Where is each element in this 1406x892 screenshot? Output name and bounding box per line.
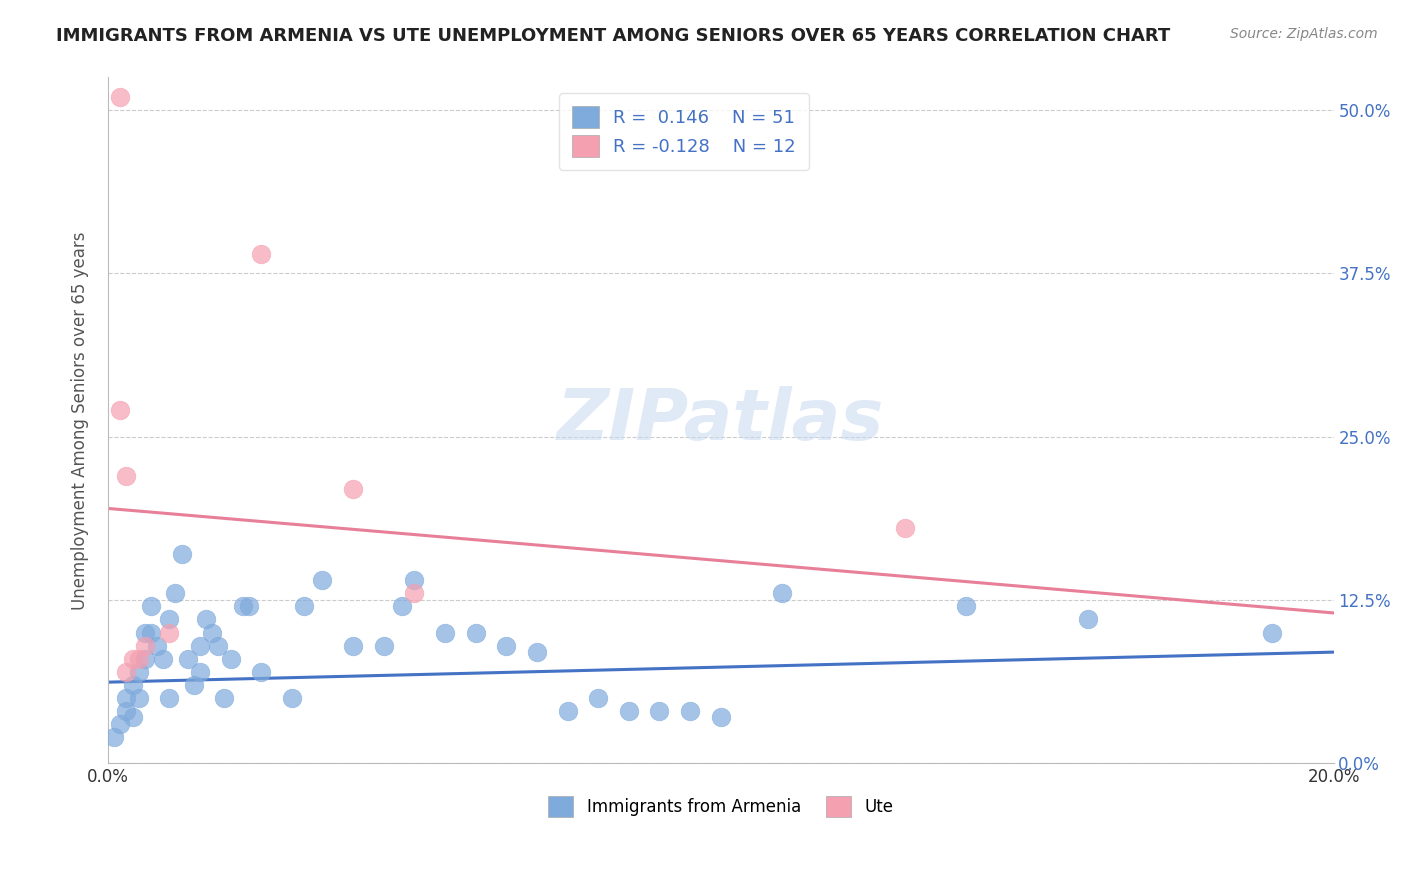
Point bbox=[195, 612, 218, 626]
Point bbox=[391, 599, 413, 614]
Point bbox=[1077, 612, 1099, 626]
Text: ZIPatlas: ZIPatlas bbox=[557, 385, 884, 455]
Point bbox=[250, 246, 273, 260]
Point bbox=[342, 639, 364, 653]
Point bbox=[170, 547, 193, 561]
Point bbox=[139, 625, 162, 640]
Point bbox=[176, 651, 198, 665]
Point bbox=[115, 690, 138, 705]
Point bbox=[404, 586, 426, 600]
Point bbox=[232, 599, 254, 614]
Point bbox=[121, 651, 143, 665]
Point bbox=[146, 639, 169, 653]
Point bbox=[201, 625, 224, 640]
Point bbox=[110, 403, 132, 417]
Point bbox=[121, 710, 143, 724]
Point bbox=[103, 730, 125, 744]
Point bbox=[134, 639, 156, 653]
Point bbox=[648, 704, 671, 718]
Point bbox=[770, 586, 793, 600]
Y-axis label: Unemployment Among Seniors over 65 years: Unemployment Among Seniors over 65 years bbox=[72, 231, 89, 609]
Point bbox=[152, 651, 174, 665]
Point bbox=[617, 704, 640, 718]
Point bbox=[110, 717, 132, 731]
Point bbox=[404, 574, 426, 588]
Point bbox=[557, 704, 579, 718]
Point bbox=[134, 651, 156, 665]
Point bbox=[893, 521, 915, 535]
Point bbox=[1261, 625, 1284, 640]
Point bbox=[292, 599, 315, 614]
Point bbox=[115, 704, 138, 718]
Point bbox=[157, 690, 180, 705]
Point bbox=[434, 625, 457, 640]
Point bbox=[710, 710, 733, 724]
Point bbox=[128, 690, 150, 705]
Point bbox=[188, 639, 211, 653]
Point bbox=[183, 678, 205, 692]
Point bbox=[121, 678, 143, 692]
Point bbox=[238, 599, 260, 614]
Point bbox=[214, 690, 236, 705]
Point bbox=[373, 639, 395, 653]
Point bbox=[115, 665, 138, 679]
Point bbox=[157, 612, 180, 626]
Point bbox=[311, 574, 333, 588]
Point bbox=[110, 90, 132, 104]
Text: IMMIGRANTS FROM ARMENIA VS UTE UNEMPLOYMENT AMONG SENIORS OVER 65 YEARS CORRELAT: IMMIGRANTS FROM ARMENIA VS UTE UNEMPLOYM… bbox=[56, 27, 1170, 45]
Text: Source: ZipAtlas.com: Source: ZipAtlas.com bbox=[1230, 27, 1378, 41]
Point bbox=[165, 586, 187, 600]
Point bbox=[207, 639, 229, 653]
Point bbox=[281, 690, 304, 705]
Point bbox=[495, 639, 517, 653]
Legend: Immigrants from Armenia, Ute: Immigrants from Armenia, Ute bbox=[541, 789, 900, 823]
Point bbox=[128, 665, 150, 679]
Point bbox=[128, 651, 150, 665]
Point bbox=[526, 645, 548, 659]
Point bbox=[464, 625, 486, 640]
Point bbox=[679, 704, 702, 718]
Point bbox=[134, 625, 156, 640]
Point bbox=[250, 665, 273, 679]
Point bbox=[219, 651, 242, 665]
Point bbox=[955, 599, 977, 614]
Point bbox=[139, 599, 162, 614]
Point bbox=[586, 690, 609, 705]
Point bbox=[188, 665, 211, 679]
Point bbox=[342, 482, 364, 496]
Point bbox=[115, 468, 138, 483]
Point bbox=[157, 625, 180, 640]
